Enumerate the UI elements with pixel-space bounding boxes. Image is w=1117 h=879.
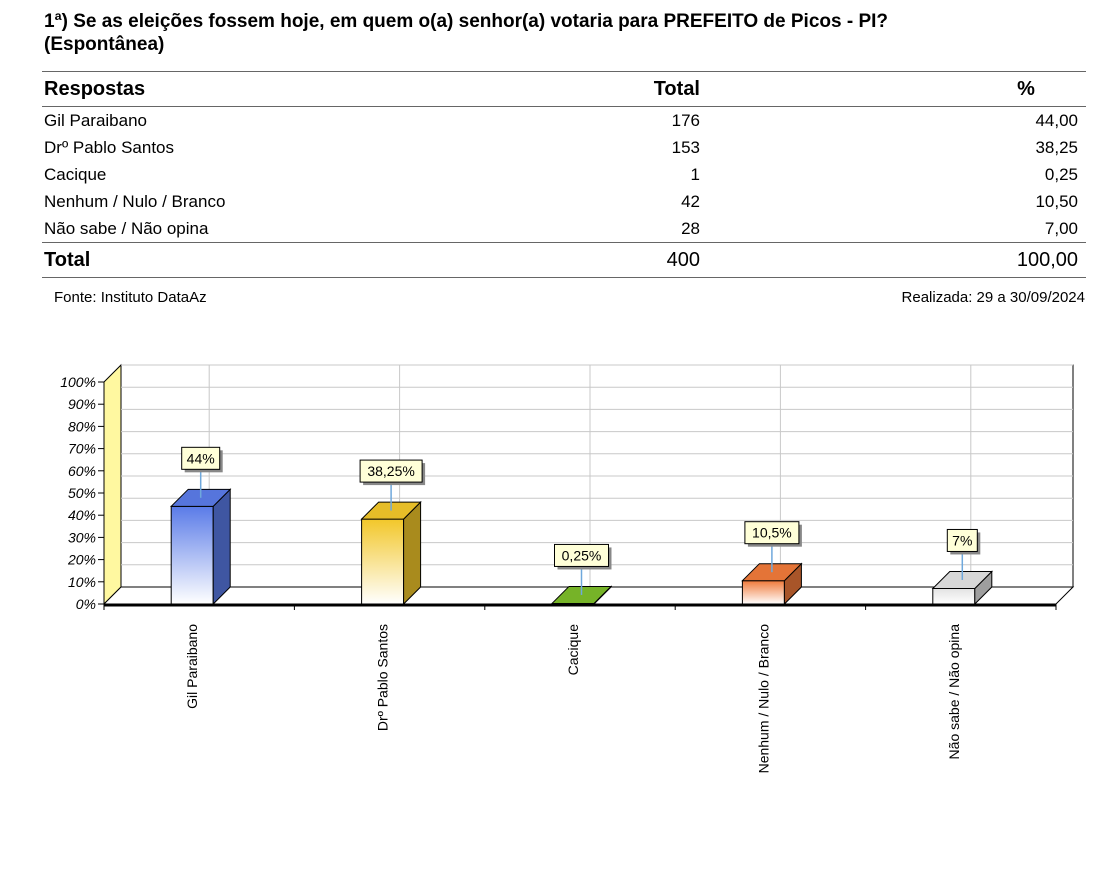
row-percent: 44,00 bbox=[1035, 110, 1078, 130]
row-total: 42 bbox=[681, 191, 700, 211]
category-label: Não sabe / Não opina bbox=[946, 624, 962, 760]
bar-side bbox=[403, 500, 422, 606]
category-label: Cacique bbox=[565, 624, 581, 676]
question-type: (Espontânea) bbox=[44, 34, 165, 55]
total-count: 400 bbox=[540, 242, 896, 278]
data-label: 44% bbox=[187, 450, 215, 466]
bar-front bbox=[170, 505, 214, 605]
row-label: Cacique bbox=[44, 164, 107, 184]
category-label: Gil Paraibano bbox=[184, 624, 200, 709]
y-tick-label: 80% bbox=[68, 418, 96, 434]
table-row: Gil Paraibano 176 44,00 bbox=[42, 107, 1086, 135]
data-label-box bbox=[359, 459, 423, 483]
chart-side-wall bbox=[103, 363, 122, 606]
y-tick-label: 20% bbox=[67, 552, 96, 568]
results-table: Respostas Total % Gil Paraibano 176 44,0… bbox=[42, 71, 1086, 278]
row-total: 153 bbox=[671, 137, 700, 157]
row-label: Gil Paraibano bbox=[44, 110, 148, 130]
y-tick-label: 0% bbox=[76, 596, 96, 612]
data-label-box bbox=[554, 543, 609, 567]
category-label: Drº Pablo Santos bbox=[375, 624, 391, 731]
bar bbox=[169, 488, 232, 606]
table-row: Nenhum / Nulo / Branco 42 10,50 bbox=[42, 188, 1086, 215]
bar-front bbox=[361, 518, 405, 605]
source-text: Fonte: Instituto DataAz bbox=[54, 289, 207, 306]
header-answers: Respostas bbox=[42, 71, 540, 107]
header-total: Total bbox=[540, 71, 896, 107]
bar-top bbox=[360, 501, 422, 520]
total-label: Total bbox=[42, 242, 540, 278]
row-percent: 0,25 bbox=[1044, 164, 1078, 184]
header-percent: % bbox=[896, 71, 1086, 107]
row-percent: 38,25 bbox=[1035, 137, 1078, 157]
y-tick-label: 60% bbox=[68, 463, 96, 479]
data-label-box bbox=[181, 446, 221, 470]
row-total: 1 bbox=[690, 164, 700, 184]
data-label: 38,25% bbox=[367, 463, 414, 479]
survey-date: Realizada: 29 a 30/09/2024 bbox=[901, 289, 1085, 306]
data-label: 0,25% bbox=[562, 547, 602, 563]
row-label: Nenhum / Nulo / Branco bbox=[44, 191, 226, 211]
row-total: 28 bbox=[540, 215, 896, 243]
y-tick-label: 10% bbox=[68, 574, 96, 590]
data-label-box bbox=[744, 521, 800, 545]
y-tick-label: 40% bbox=[68, 507, 96, 523]
data-label: 10,5% bbox=[752, 525, 792, 541]
row-total: 176 bbox=[671, 110, 700, 130]
table-total-row: Total 400 100,00 bbox=[42, 242, 1086, 278]
bar-side bbox=[212, 488, 231, 606]
question-text: 1ª) Se as eleições fossem hoje, em quem … bbox=[44, 11, 889, 32]
y-tick-label: 30% bbox=[68, 529, 96, 545]
row-label: Drº Pablo Santos bbox=[44, 137, 174, 157]
total-percent: 100,00 bbox=[896, 242, 1086, 278]
table-row: Não sabe / Não opina 28 7,00 bbox=[42, 215, 1086, 243]
table-row: Cacique 1 0,25 bbox=[42, 161, 1086, 188]
table-header-row: Respostas Total % bbox=[42, 71, 1086, 107]
row-percent: 10,50 bbox=[1035, 191, 1078, 211]
bar bbox=[360, 500, 422, 606]
y-tick-label: 70% bbox=[68, 441, 96, 457]
data-label: 7% bbox=[952, 532, 972, 548]
data-label-box bbox=[946, 528, 978, 552]
y-tick-label: 50% bbox=[68, 485, 96, 501]
category-label: Nenhum / Nulo / Branco bbox=[755, 624, 771, 774]
bar-front bbox=[741, 580, 785, 605]
y-tick-label: 100% bbox=[60, 374, 96, 390]
y-tick-label: 90% bbox=[68, 396, 96, 412]
table-row: Drº Pablo Santos 153 38,25 bbox=[42, 134, 1086, 161]
bar-front bbox=[932, 587, 976, 605]
row-percent: 7,00 bbox=[896, 215, 1086, 243]
question-title: 1ª) Se as eleições fossem hoje, em quem … bbox=[44, 10, 1094, 56]
row-label: Não sabe / Não opina bbox=[42, 215, 540, 243]
